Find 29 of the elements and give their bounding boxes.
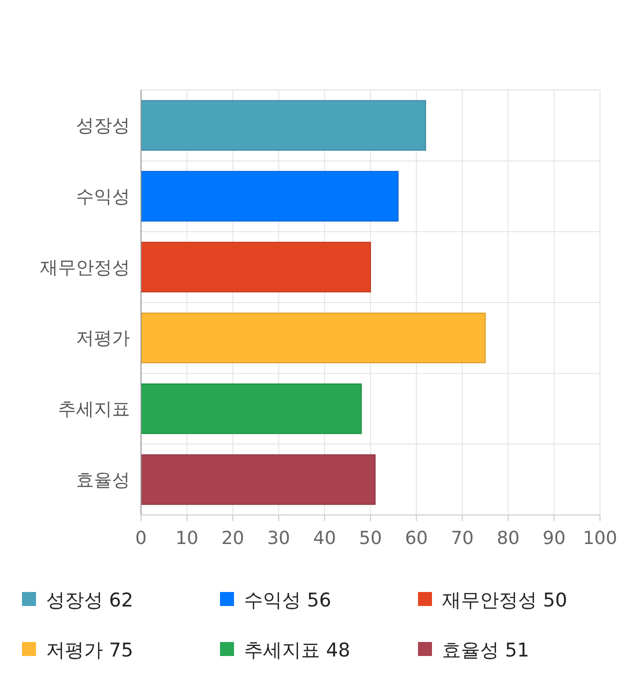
y-tick-label: 재무안정성 — [40, 257, 130, 278]
text: 성장성 62 — [46, 590, 134, 612]
bar — [140, 312, 486, 364]
y-tick-label: 추세지표 — [58, 399, 130, 420]
text: 수익성 56 — [244, 590, 332, 612]
bar — [140, 170, 399, 222]
text: 저평가 75 — [46, 640, 134, 662]
text: 재무안정성 50 — [442, 590, 568, 612]
y-tick-label: 수익성 — [76, 186, 130, 208]
x-tick-label: 90 — [542, 528, 566, 549]
x-tick-label: 0 — [135, 528, 147, 549]
text: 추세지표 48 — [244, 640, 350, 662]
y-tick-label: 성장성 — [76, 116, 130, 137]
text: 효율성 51 — [442, 640, 530, 662]
x-tick-label: 80 — [496, 528, 520, 549]
x-tick-label: 70 — [450, 528, 474, 549]
bar — [140, 454, 376, 505]
y-tick-label: 저평가 — [76, 328, 130, 350]
bar — [140, 383, 362, 434]
x-tick-label: 10 — [175, 528, 198, 549]
x-tick-label: 30 — [267, 528, 290, 549]
bar — [140, 242, 371, 292]
x-tick-label: 40 — [313, 528, 336, 549]
x-tick-label: 60 — [404, 528, 428, 549]
x-tick-label: 20 — [221, 528, 244, 549]
x-tick-label: 50 — [359, 528, 382, 549]
bar — [140, 100, 426, 151]
x-tick-label: 100 — [582, 528, 618, 549]
y-tick-label: 효율성 — [76, 470, 130, 491]
